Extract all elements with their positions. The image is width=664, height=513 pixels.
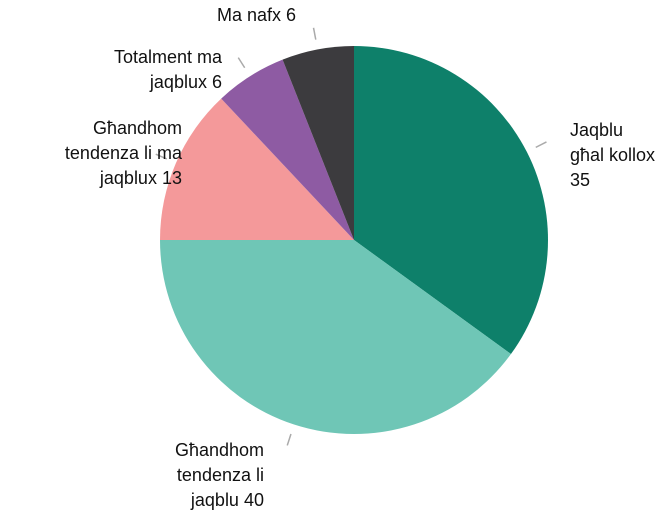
category-label: Totalment ma jaqblux [113,47,222,92]
slice-label: Jaqblu għal kollox 35 [570,118,660,193]
value-label: 40 [243,490,264,510]
slice-label: Għandhom tendenza li ma jaqblux 13 [38,116,182,191]
pie-slice [160,240,511,434]
slice-label: Għandhom tendenza li jaqblu 40 [152,438,264,513]
value-label: 13 [161,168,182,188]
leader-line [535,141,547,149]
value-label: 6 [286,5,297,25]
category-label: Għandhom tendenza li ma jaqblux [64,118,182,188]
pie-slice [221,59,354,240]
value-label: 6 [211,72,222,92]
leader-line [312,27,317,40]
pie-slice [282,46,354,240]
category-label: Għandhom tendenza li jaqblu [174,440,264,510]
pie-slice [354,46,548,355]
leader-line [237,57,246,69]
leader-line [286,433,292,446]
slice-label: Ma nafx 6 [217,3,297,28]
category-label: Ma nafx [217,5,282,25]
value-label: 35 [570,170,591,190]
slice-label: Totalment ma jaqblux 6 [72,45,222,95]
leader-line [155,153,168,160]
category-label: Jaqblu għal kollox [570,120,656,165]
pie-slice [160,98,354,241]
